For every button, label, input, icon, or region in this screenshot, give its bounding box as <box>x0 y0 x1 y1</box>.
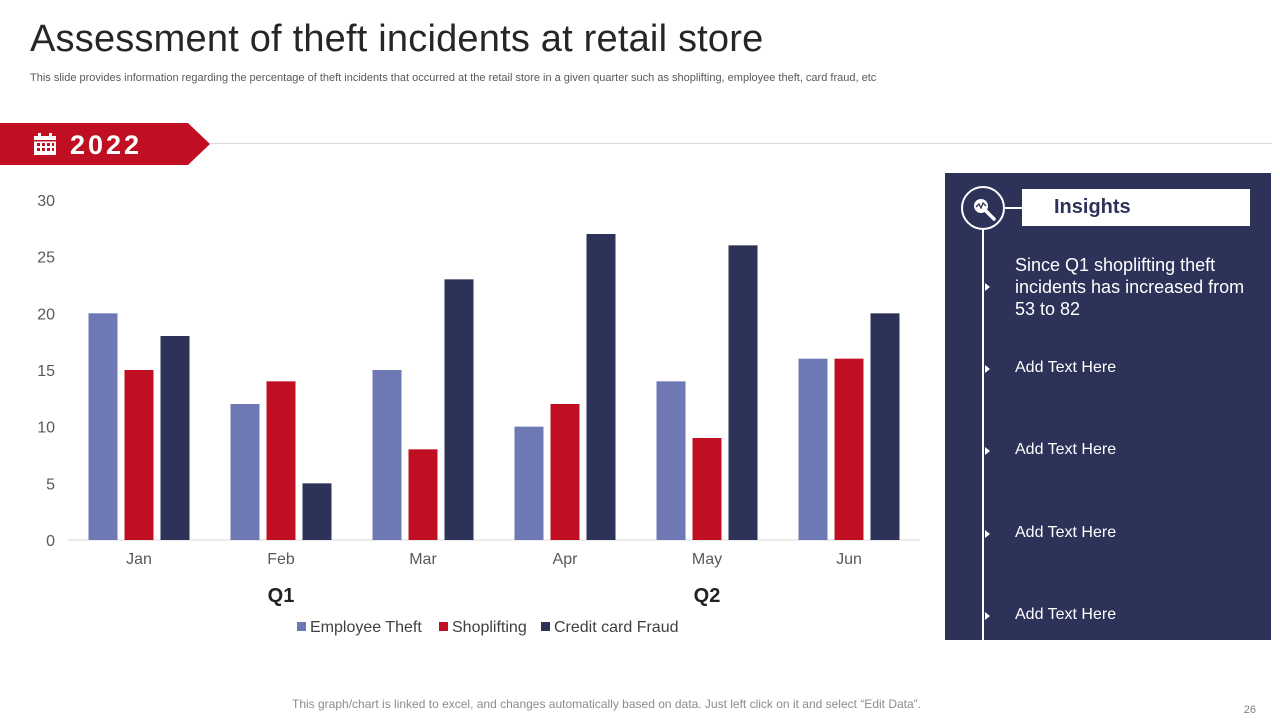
x-tick-label: Jan <box>126 551 152 568</box>
bar <box>230 404 260 540</box>
insight-icon-badge <box>961 186 1005 230</box>
quarter-label: Q1 <box>268 585 295 607</box>
quarter-label: Q2 <box>694 585 721 607</box>
y-tick-label: 10 <box>37 420 55 437</box>
y-tick-label: 30 <box>37 193 55 210</box>
bullet-arrow-icon <box>985 447 990 455</box>
bar <box>834 358 864 540</box>
header-divider <box>210 143 1272 144</box>
x-tick-label: Mar <box>409 551 437 568</box>
bullet-arrow-icon <box>985 365 990 373</box>
bar <box>870 313 900 540</box>
x-tick-label: Jun <box>836 551 862 568</box>
header-connector <box>1005 207 1022 209</box>
y-tick-label: 15 <box>37 363 55 380</box>
insight-item: Since Q1 shoplifting theft incidents has… <box>1015 255 1245 319</box>
legend-swatch <box>297 622 306 631</box>
insight-item: Add Text Here <box>1015 524 1117 541</box>
footer-note: This graph/chart is linked to excel, and… <box>292 697 921 711</box>
calendar-icon <box>34 133 56 155</box>
insights-heading: Insights <box>1022 189 1250 226</box>
search-magnifier-icon <box>974 199 996 221</box>
bullet-arrow-icon <box>985 283 990 291</box>
bar <box>408 449 438 540</box>
bar <box>550 404 580 540</box>
bar <box>514 426 544 540</box>
bar <box>160 336 190 540</box>
bar <box>444 279 474 540</box>
y-tick-label: 5 <box>46 476 55 493</box>
insights-panel: Insights Since Q1 shoplifting theft inci… <box>945 173 1271 640</box>
bar <box>372 370 402 540</box>
bar <box>728 245 758 540</box>
bar <box>266 381 296 540</box>
bar <box>302 483 332 540</box>
bullet-arrow-icon <box>985 612 990 620</box>
x-tick-label: Feb <box>267 551 295 568</box>
y-tick-label: 0 <box>46 533 55 550</box>
insight-item: Add Text Here <box>1015 606 1117 623</box>
bar <box>124 370 154 540</box>
page-title: Assessment of theft incidents at retail … <box>30 18 764 60</box>
bar <box>798 358 828 540</box>
timeline-line <box>982 228 984 640</box>
page-subtitle: This slide provides information regardin… <box>30 72 877 84</box>
insight-item: Add Text Here <box>1015 441 1117 458</box>
insight-item: Add Text Here <box>1015 359 1117 376</box>
bar <box>656 381 686 540</box>
bar <box>586 234 616 540</box>
x-tick-label: May <box>692 551 722 568</box>
legend-swatch <box>439 622 448 631</box>
legend-swatch <box>541 622 550 631</box>
y-tick-label: 25 <box>37 250 55 267</box>
legend-label: Employee Theft <box>310 619 422 636</box>
legend-label: Shoplifting <box>452 619 527 636</box>
page-number: 26 <box>1243 704 1256 716</box>
legend-label: Credit card Fraud <box>554 619 679 636</box>
bullet-arrow-icon <box>985 530 990 538</box>
bar <box>692 438 722 540</box>
year-banner: 2022 <box>0 123 210 165</box>
x-tick-label: Apr <box>553 551 579 568</box>
bar-chart: 0 5 10 15 20 25 30 Jan Feb Mar Apr May Jun Q1 Q2 Employ… <box>37 193 920 636</box>
bar <box>88 313 118 540</box>
year-label: 2022 <box>70 130 143 160</box>
y-tick-label: 20 <box>37 306 55 323</box>
